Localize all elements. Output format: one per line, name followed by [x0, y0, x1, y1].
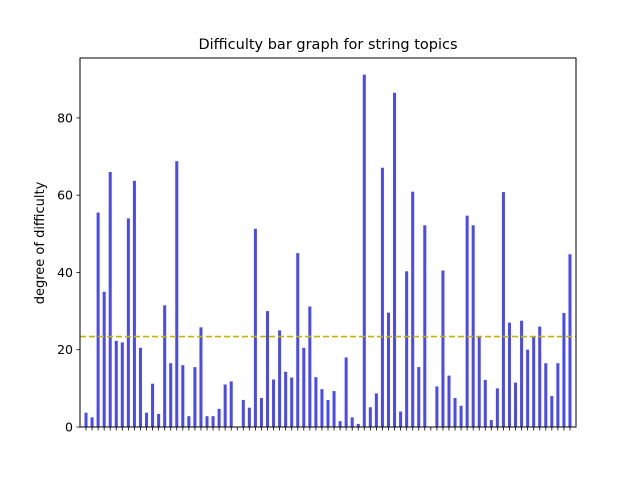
bar — [356, 423, 360, 427]
bar — [157, 413, 161, 427]
plot-frame — [79, 57, 577, 428]
bar — [447, 375, 451, 427]
bar — [374, 393, 378, 427]
bar — [386, 312, 390, 427]
y-tick-label: 20 — [57, 342, 73, 357]
bar — [550, 396, 554, 427]
bar — [90, 417, 94, 427]
bar — [393, 92, 397, 428]
bar — [302, 347, 306, 427]
y-axis-label: degree of difficulty — [33, 181, 48, 304]
bar — [114, 340, 118, 427]
bar — [181, 365, 185, 427]
bar — [538, 326, 542, 427]
bar — [380, 167, 384, 428]
bar — [368, 407, 372, 427]
bar — [544, 363, 548, 427]
bar — [229, 381, 233, 427]
bar — [399, 411, 403, 427]
bar — [108, 171, 112, 427]
bar — [199, 327, 203, 427]
bar — [489, 420, 493, 427]
bar — [411, 191, 415, 427]
bar — [501, 192, 505, 427]
bar — [320, 389, 324, 427]
bar — [211, 416, 215, 427]
bar — [495, 388, 499, 427]
bar — [290, 377, 294, 427]
chart-title: Difficulty bar graph for string topics — [198, 37, 457, 53]
bar — [471, 225, 475, 427]
bar — [84, 412, 88, 427]
bar — [562, 313, 566, 427]
bar — [187, 416, 191, 427]
bar — [350, 417, 354, 427]
bar — [453, 398, 457, 427]
bar — [507, 322, 511, 427]
bar — [314, 377, 318, 427]
bar — [477, 336, 481, 427]
bar — [175, 161, 179, 428]
bar — [556, 363, 560, 427]
bar — [435, 386, 439, 427]
bar — [526, 349, 530, 427]
y-tick-label: 60 — [57, 188, 73, 203]
bar — [96, 212, 100, 427]
y-tick-label: 40 — [57, 265, 73, 280]
bar — [441, 270, 445, 427]
bar — [223, 384, 227, 427]
bar — [132, 180, 136, 427]
bar — [520, 320, 524, 427]
bar — [247, 407, 251, 427]
bar — [568, 254, 572, 427]
bar — [163, 305, 167, 427]
bar — [126, 218, 130, 427]
bar — [326, 399, 330, 427]
bar — [465, 215, 469, 427]
bar — [278, 330, 282, 427]
y-tick-label: 80 — [57, 110, 73, 125]
bar — [423, 225, 427, 427]
bar — [532, 336, 536, 427]
bar — [338, 421, 342, 427]
bar — [120, 342, 124, 427]
bar — [296, 253, 300, 427]
bar — [405, 271, 409, 427]
bar — [169, 363, 173, 427]
bar — [102, 291, 106, 427]
plot-area: 0 20 40 60 80 — [57, 74, 576, 435]
bar — [459, 405, 463, 427]
bar — [332, 391, 336, 427]
bar — [483, 379, 487, 427]
bar — [138, 347, 142, 427]
bar — [417, 367, 421, 427]
bar — [284, 371, 288, 427]
bar — [308, 306, 312, 427]
bar — [217, 408, 221, 427]
bar — [253, 228, 257, 427]
bar — [514, 382, 518, 427]
bar — [265, 311, 270, 427]
bar — [151, 383, 155, 427]
bar — [259, 398, 263, 427]
bar — [205, 416, 209, 427]
bar — [193, 367, 197, 427]
bar — [241, 399, 245, 427]
y-tick-label: 0 — [65, 420, 73, 435]
bar — [344, 357, 348, 427]
bar — [145, 412, 149, 427]
bar — [272, 379, 276, 427]
bar — [362, 74, 366, 428]
